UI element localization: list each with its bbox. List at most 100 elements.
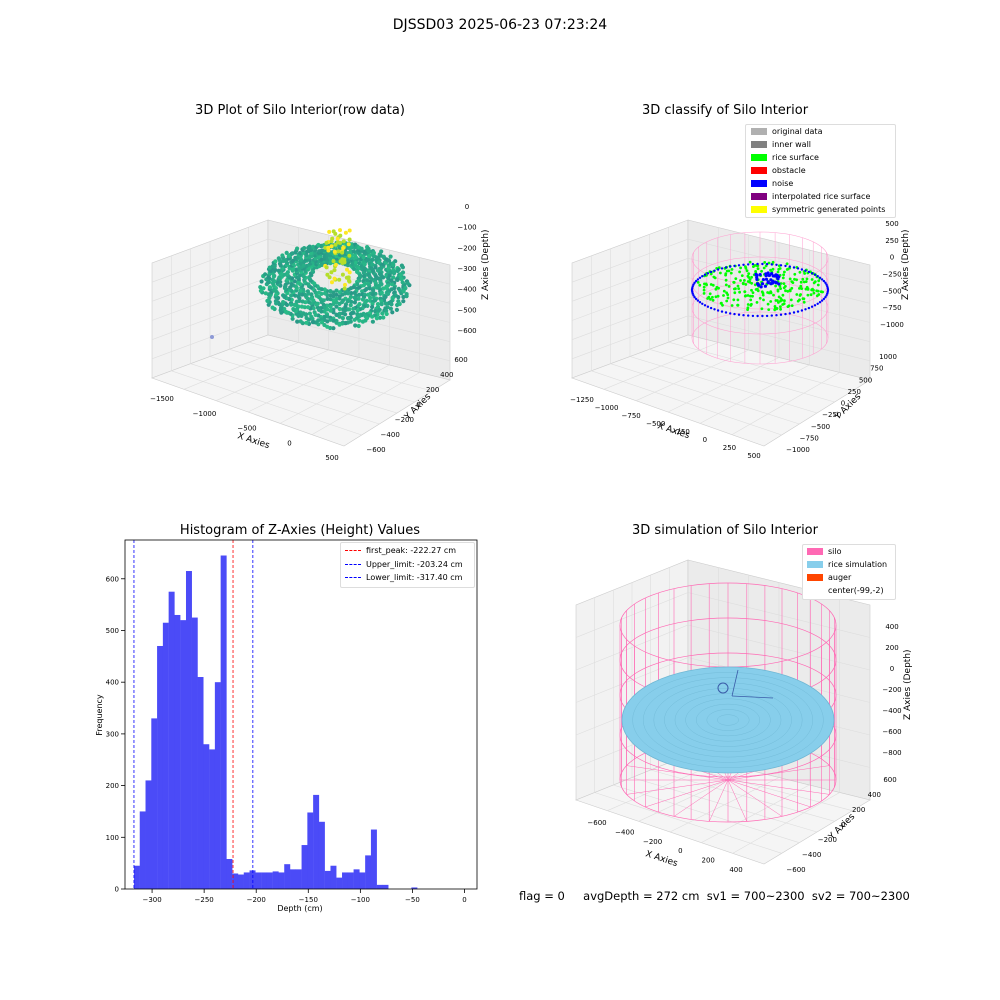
data-point (384, 308, 389, 313)
legend-label: rice simulation (828, 560, 888, 569)
rice-surface-point (781, 303, 785, 306)
rice-surface-point (758, 296, 762, 300)
data-point (356, 323, 361, 329)
data-point (343, 312, 348, 317)
data-point (316, 307, 322, 312)
noise-point (768, 273, 772, 277)
z-tick-label: −600 (457, 327, 476, 335)
data-point (367, 286, 372, 291)
data-point (394, 307, 399, 312)
histogram-bar (249, 870, 256, 889)
x-tick-label: 200 (702, 857, 715, 865)
rice-surface-point (821, 290, 824, 294)
rice-surface-point (777, 301, 780, 304)
rice-surface-point (698, 283, 702, 287)
data-point (399, 276, 404, 282)
noise-point (716, 309, 720, 312)
data-point (353, 255, 358, 260)
silo-floor-wire (727, 765, 830, 781)
rice-surface-point (724, 278, 728, 282)
data-point (391, 262, 396, 268)
rice-surface-point (734, 277, 738, 280)
rice-surface-point (784, 284, 787, 288)
data-point (352, 300, 357, 305)
y-tick-label: 400 (440, 371, 453, 379)
histogram-bar (220, 555, 227, 889)
rice-surface-point (727, 269, 731, 273)
histogram-bar (278, 872, 285, 889)
noise-point (764, 277, 769, 281)
noise-point (696, 299, 700, 302)
data-point (400, 280, 405, 285)
rice-surface-point (702, 292, 706, 295)
legend-swatch (751, 167, 767, 174)
histogram-bar (203, 744, 210, 889)
rice-surface-point (736, 298, 740, 302)
data-point (343, 308, 348, 313)
data-point (282, 272, 287, 277)
rice-surface-point (751, 294, 754, 298)
data-point-peak (324, 240, 329, 245)
data-point (295, 246, 300, 251)
rice-surface-point (816, 283, 820, 287)
noise-point (756, 314, 759, 318)
legend-label: Lower_limit: -317.40 cm (366, 573, 463, 582)
histogram-bar (174, 614, 181, 889)
grid-line (575, 592, 689, 638)
data-point (351, 266, 357, 271)
data-point-peak (336, 249, 341, 254)
grid-line (571, 238, 689, 283)
data-point (348, 311, 354, 316)
noise-point (765, 262, 769, 266)
rice-surface-point (776, 289, 780, 293)
legend-item: noise (751, 179, 793, 188)
data-point (337, 314, 342, 319)
data-point (348, 249, 353, 254)
data-point (360, 319, 365, 324)
legend-classify: original data inner wall rice surface obsta… (745, 124, 896, 218)
rice-surface-point (762, 266, 766, 270)
legend-item: center(-99,-2) (807, 586, 884, 595)
rice-surface-point (762, 298, 765, 302)
z-tick-label: −600 (882, 728, 901, 736)
grid-line (668, 341, 853, 392)
noise-point (818, 276, 822, 279)
data-point-peak (340, 272, 345, 277)
noise-point (751, 314, 755, 318)
rice-surface-point (760, 269, 763, 273)
rice-surface-point (766, 302, 770, 306)
data-point (334, 320, 339, 325)
data-point (309, 296, 314, 301)
x-tick-label: −500 (646, 420, 665, 428)
rice-mesh-ring (642, 677, 814, 763)
rice-surface-point (817, 293, 821, 296)
noise-point (692, 283, 695, 286)
data-point (289, 293, 294, 298)
noise-point (816, 302, 819, 305)
data-point (305, 289, 310, 294)
noise-point (813, 273, 817, 276)
noise-point (792, 266, 796, 269)
rice-mesh-ring (674, 693, 782, 747)
noise-point (826, 288, 830, 292)
data-point (290, 258, 295, 263)
data-point-peak (326, 245, 331, 250)
noise-point (810, 272, 814, 275)
silo-floor-wire (673, 779, 729, 817)
data-point (288, 285, 293, 290)
rice-surface-point (771, 267, 775, 271)
legend-label: first_peak: -222.27 cm (366, 546, 457, 555)
y-tick-label: 0 (841, 400, 845, 408)
data-point (348, 303, 353, 308)
data-point (310, 320, 316, 325)
data-point (379, 302, 384, 307)
rice-surface-point (756, 264, 759, 268)
histogram-bar (237, 874, 244, 889)
data-point (401, 289, 406, 294)
rice-surface-point (727, 285, 731, 288)
noise-point (761, 314, 764, 318)
data-point (283, 284, 288, 289)
data-point (375, 268, 381, 273)
legend-item: symmetric generated points (751, 205, 885, 214)
silo-ring (691, 256, 829, 310)
